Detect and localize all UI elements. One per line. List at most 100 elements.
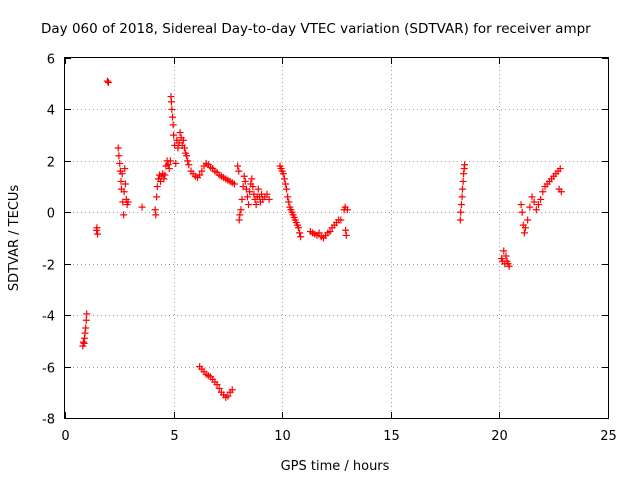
x-axis-label: GPS time / hours (281, 459, 390, 474)
data-point (520, 229, 528, 237)
data-point (185, 161, 193, 169)
data-point (176, 129, 184, 137)
data-point (170, 131, 178, 139)
data-point (230, 180, 238, 188)
chart-title: Day 060 of 2018, Sidereal Day-to-day VTE… (41, 21, 591, 37)
data-point (254, 185, 262, 193)
data-point (241, 177, 249, 185)
data-point (517, 201, 525, 209)
data-point (83, 310, 91, 318)
data-point (557, 188, 565, 196)
data-point (124, 198, 132, 206)
data-point (168, 105, 176, 113)
data-point (458, 193, 466, 201)
x-tick-label: 10 (274, 429, 291, 444)
data-point (457, 208, 465, 216)
y-tick-label: -8 (42, 413, 55, 428)
data-point (196, 171, 204, 179)
data-point (342, 226, 350, 234)
data-point (179, 136, 187, 144)
y-tick-label: 4 (47, 104, 55, 119)
data-point (337, 216, 345, 224)
data-point (120, 211, 128, 219)
data-point (235, 216, 243, 224)
data-point (460, 170, 468, 178)
data-point (160, 175, 168, 183)
data-point (238, 195, 246, 203)
data-point (81, 329, 89, 337)
data-point (279, 170, 287, 178)
data-point (235, 167, 243, 175)
data-point (285, 198, 293, 206)
data-point (237, 206, 245, 214)
data-point (118, 170, 126, 178)
data-point (456, 216, 464, 224)
data-point (82, 316, 90, 324)
data-point (326, 228, 334, 236)
data-point (284, 193, 292, 201)
x-tick-label: 0 (61, 429, 69, 444)
data-point (249, 183, 257, 191)
data-point (457, 201, 465, 209)
data-point (94, 230, 102, 238)
y-tick-label: 0 (47, 207, 55, 222)
y-tick-label: -6 (42, 362, 55, 377)
data-point (283, 185, 291, 193)
x-tick-label: 20 (491, 429, 508, 444)
data-point (458, 185, 466, 193)
data-point (502, 252, 510, 260)
data-point (117, 177, 125, 185)
data-point (180, 144, 188, 152)
data-point (500, 247, 508, 255)
data-point (537, 195, 545, 203)
data-point (198, 167, 206, 175)
data-point (532, 206, 540, 214)
data-point (152, 211, 160, 219)
data-point (518, 208, 526, 216)
y-tick-label: -4 (42, 310, 55, 325)
data-point (82, 324, 90, 332)
data-point (263, 190, 271, 198)
data-point (243, 193, 251, 201)
data-point (166, 157, 174, 165)
x-tick-label: 25 (600, 429, 617, 444)
data-point (138, 203, 146, 211)
data-points (79, 77, 565, 401)
data-point (530, 198, 538, 206)
y-tick-label: 6 (47, 53, 55, 68)
data-point (534, 201, 542, 209)
data-point (342, 231, 350, 239)
data-point (248, 175, 256, 183)
plot-frame (64, 57, 609, 419)
data-point (79, 338, 87, 346)
data-point (245, 201, 253, 209)
data-point (172, 159, 180, 167)
data-point (114, 144, 122, 152)
data-point (224, 392, 232, 400)
data-point (174, 144, 182, 152)
data-point (297, 233, 305, 241)
data-point (459, 177, 467, 185)
data-point (528, 193, 536, 201)
y-tick-label: -2 (42, 259, 55, 274)
data-point (184, 157, 192, 165)
data-point (215, 384, 223, 392)
data-point (228, 386, 236, 394)
data-point (521, 224, 529, 232)
data-point (213, 381, 221, 389)
data-point (116, 159, 124, 167)
data-point (120, 188, 128, 196)
data-point (103, 77, 111, 85)
data-point (252, 201, 260, 209)
data-point (167, 98, 175, 106)
grid (65, 58, 608, 418)
data-point (505, 262, 513, 270)
data-point (169, 121, 177, 129)
data-point (161, 171, 169, 179)
data-point (461, 161, 469, 169)
data-point (153, 193, 161, 201)
data-point (343, 206, 351, 214)
y-axis-label: SDTVAR / TECUs (7, 185, 22, 292)
data-point (93, 224, 101, 232)
